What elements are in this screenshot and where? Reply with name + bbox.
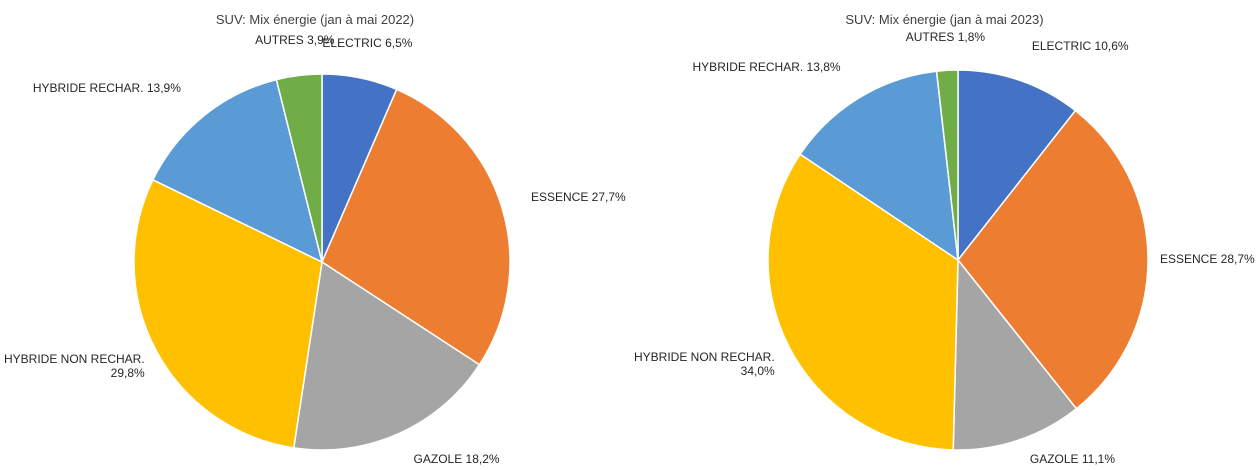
data-label-hybride-non-rechar: HYBRIDE NON RECHAR. 34,0% — [634, 349, 775, 378]
pie-slice-autres — [935, 69, 959, 261]
pie-slice-hybride-non-rechar — [767, 153, 959, 451]
pie-chart-2023: SUV: Mix énergie (jan à mai 2023) ELECTR… — [630, 0, 1259, 470]
data-label-electric: ELECTRIC 6,5% — [322, 35, 413, 50]
pie-2022-svg — [133, 73, 511, 451]
data-label-electric: ELECTRIC 10,6% — [1031, 39, 1129, 54]
pie-slice-gazole — [952, 257, 1078, 451]
data-label-gazole: GAZOLE 18,2% — [413, 452, 500, 466]
chart-title-2022: SUV: Mix énergie (jan à mai 2022) — [215, 12, 415, 27]
pie-slice-autres — [275, 73, 323, 263]
data-label-hybride-rechar: HYBRIDE RECHAR. 13,8% — [692, 59, 841, 74]
data-label-essence: ESSENCE 28,7% — [1160, 252, 1255, 267]
pie-slice-hybride-rechar — [799, 70, 959, 262]
pie-slice-essence — [957, 109, 1149, 410]
data-label-essence: ESSENCE 27,7% — [531, 190, 626, 205]
data-label-hybride-non-rechar: HYBRIDE NON RECHAR. 29,8% — [4, 352, 145, 381]
chart-title-2023: SUV: Mix énergie (jan à mai 2023) — [845, 12, 1044, 27]
pie-slice-hybride-rechar — [151, 78, 324, 264]
pie-2023-svg — [767, 69, 1149, 451]
data-label-hybride-rechar: HYBRIDE RECHAR. 13,9% — [32, 81, 181, 96]
pie-slice-hybride-non-rechar — [133, 178, 323, 449]
data-label-autres: AUTRES 1,8% — [905, 30, 986, 44]
pie-slice-gazole — [292, 260, 481, 451]
pie-slice-electric — [957, 69, 1077, 263]
data-label-gazole: GAZOLE 11,1% — [1029, 452, 1116, 466]
data-label-autres: AUTRES 3,9% — [255, 32, 335, 47]
pie-slice-essence — [321, 88, 511, 366]
pie-chart-2022: SUV: Mix énergie (jan à mai 2022) ELECTR… — [4, 12, 626, 466]
